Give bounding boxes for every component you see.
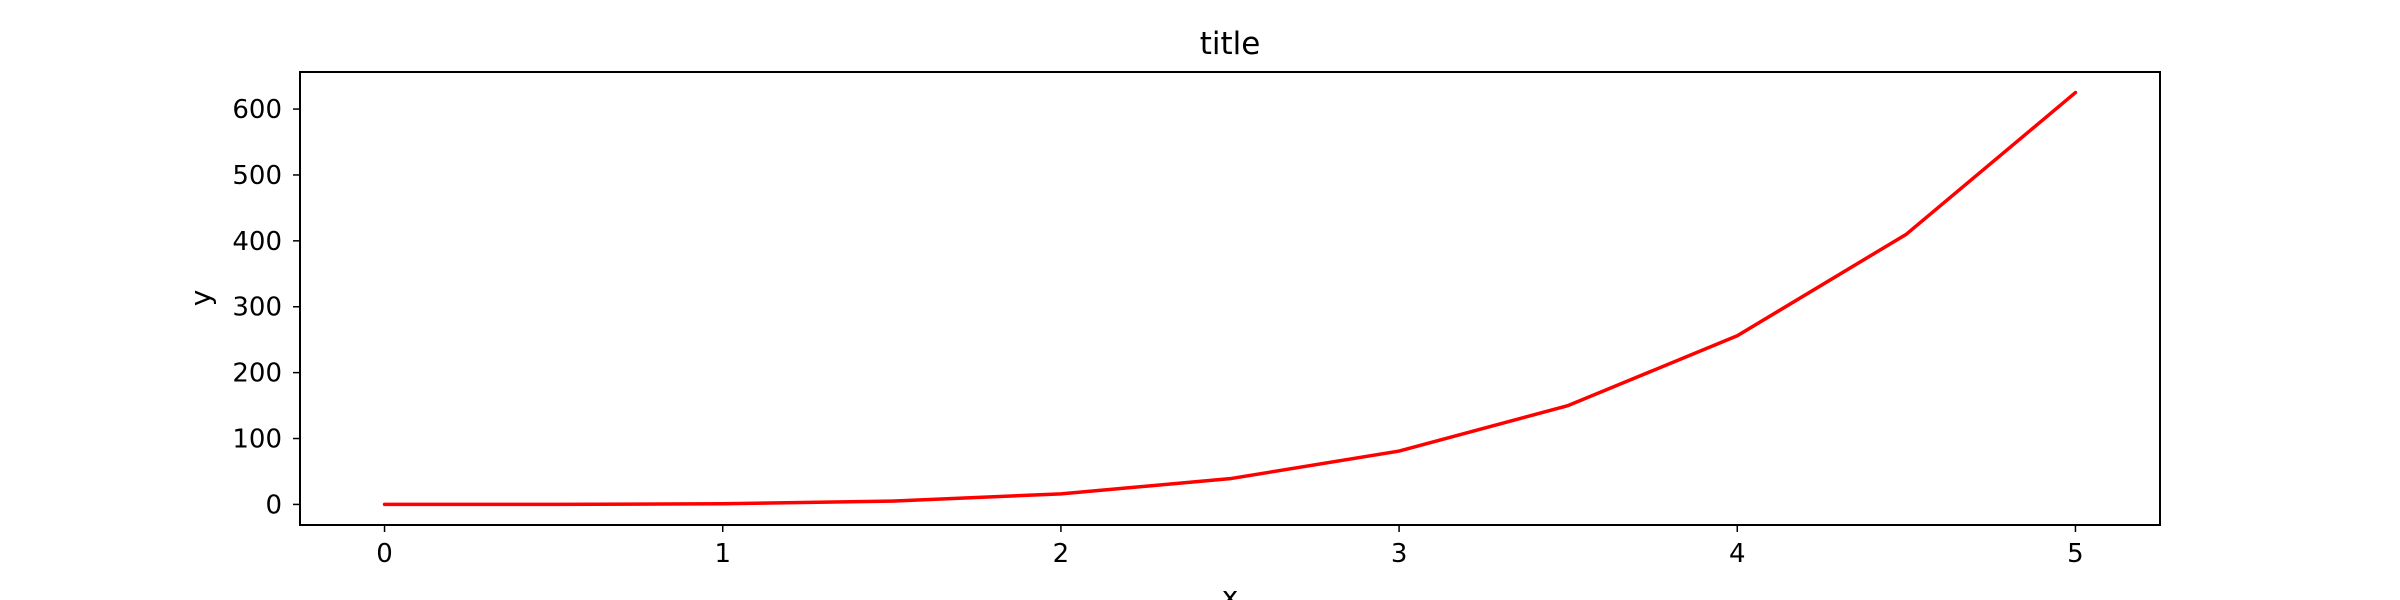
y-axis-label: y <box>184 290 217 307</box>
x-tick-label: 2 <box>1053 539 1070 569</box>
y-tick-label: 600 <box>232 95 282 125</box>
x-tick-label: 5 <box>2067 539 2084 569</box>
chart-title: title <box>1200 26 1261 62</box>
y-tick-label: 500 <box>232 161 282 191</box>
y-tick-label: 400 <box>232 227 282 257</box>
series-line-1 <box>382 90 2078 507</box>
plot-frame <box>299 71 2161 526</box>
y-axis: 0 100 200 300 400 500 600 <box>232 95 300 520</box>
y-tick-label: 0 <box>265 490 282 520</box>
y-tick-label: 100 <box>232 425 282 455</box>
x-tick-label: 4 <box>1729 539 1746 569</box>
x-tick-label: 1 <box>714 539 731 569</box>
x-axis: 0 1 2 3 4 5 <box>376 525 2084 569</box>
x-axis-label: x <box>1222 580 1239 600</box>
x-tick-label: 3 <box>1391 539 1408 569</box>
y-tick-label: 200 <box>232 359 282 389</box>
y-tick-label: 300 <box>232 293 282 323</box>
x-tick-label: 0 <box>376 539 393 569</box>
plot-area <box>382 90 2078 507</box>
